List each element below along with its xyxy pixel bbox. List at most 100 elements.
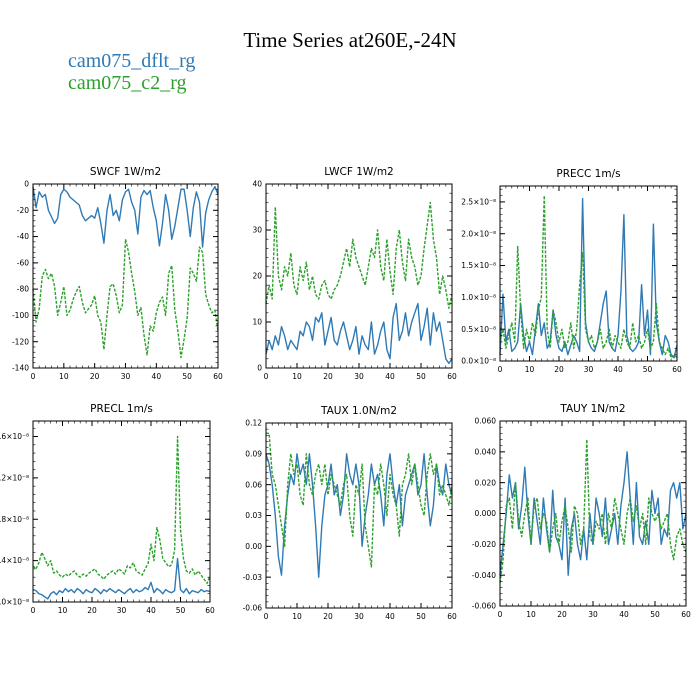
y-tick-label: 0.00 (245, 542, 262, 551)
x-tick-label: 60 (447, 372, 457, 381)
y-tick-label: -0.03 (243, 573, 263, 582)
chart-panel-6: TAUY 1N/m2 0 10 20 30 40 50 60 -0.060 -0.040 -0.02… (472, 403, 691, 619)
y-tick-label: -0.060 (472, 602, 496, 611)
plot-frame (265, 183, 453, 369)
x-tick-label: 30 (121, 372, 131, 381)
series-line-1 (265, 302, 453, 365)
y-tick-label: 1.6×10⁻⁸ (0, 432, 29, 441)
series-line-2 (32, 238, 219, 359)
x-tick-label: 20 (554, 365, 564, 374)
chart-title: Time Series at260E,-24N (243, 28, 457, 52)
y-tick-label: 0.03 (245, 511, 262, 520)
y-tick-label: 2.5×10⁻⁸ (461, 198, 496, 207)
plot-frame (265, 422, 453, 609)
panel-title: PRECL 1m/s (90, 403, 153, 415)
x-tick-label: 20 (90, 372, 100, 381)
y-tick-label: 0.8×10⁻⁸ (0, 515, 29, 524)
y-tick-label: 0.040 (475, 447, 497, 456)
x-tick-label: 30 (354, 372, 364, 381)
x-tick-label: 0 (264, 372, 269, 381)
legend-entry-series-1: cam075_dflt_rg (68, 50, 196, 72)
series-line-2 (265, 201, 453, 309)
series-line-2 (499, 194, 678, 359)
x-tick-label: 30 (354, 612, 364, 621)
y-tick-label: 0.09 (245, 449, 262, 458)
series-line-2 (32, 435, 211, 585)
series-line-2 (499, 438, 687, 583)
x-tick-label: 50 (182, 372, 192, 381)
x-tick-label: 0 (498, 365, 503, 374)
x-tick-label: 10 (525, 365, 535, 374)
panel-title: LWCF 1W/m2 (324, 166, 394, 178)
x-tick-label: 30 (117, 606, 127, 615)
x-tick-label: 40 (385, 612, 395, 621)
x-tick-label: 10 (292, 372, 302, 381)
y-tick-label: -40 (17, 232, 29, 241)
x-tick-label: 30 (584, 365, 594, 374)
y-tick-label: 0 (24, 180, 29, 189)
x-tick-label: 0 (264, 612, 269, 621)
x-tick-label: 40 (619, 610, 629, 619)
panel-title: TAUX 1.0N/m2 (320, 405, 397, 417)
y-tick-label: 1.0×10⁻⁸ (461, 293, 496, 302)
chart-panel-3: PRECC 1m/s 0 10 20 30 40 50 60 0.0×10⁻⁸ 0.5×10⁻⁸ 1… (461, 168, 682, 374)
x-tick-label: 50 (176, 606, 186, 615)
x-tick-label: 40 (146, 606, 156, 615)
x-tick-label: 60 (205, 606, 215, 615)
y-tick-label: 0.4×10⁻⁸ (0, 556, 29, 565)
y-tick-label: 0.5×10⁻⁸ (461, 325, 496, 334)
series-line-2 (266, 432, 453, 568)
y-tick-label: 10 (252, 318, 262, 327)
y-tick-label: -120 (12, 337, 29, 346)
x-tick-label: 0 (498, 610, 503, 619)
y-tick-label: 0.000 (475, 509, 497, 518)
x-tick-label: 50 (416, 372, 426, 381)
panel-title: TAUY 1N/m2 (559, 403, 625, 415)
x-tick-label: 10 (59, 372, 69, 381)
y-tick-label: -140 (12, 364, 29, 373)
series-line-1 (32, 557, 211, 600)
chart-panel-2: LWCF 1W/m2 0 10 20 30 40 50 60 0 10 20 30 40 (252, 166, 457, 381)
y-tick-label: -0.040 (472, 571, 496, 580)
x-tick-label: 50 (650, 610, 660, 619)
y-tick-label: 0.12 (245, 419, 262, 428)
y-tick-label: -20 (17, 206, 29, 215)
x-tick-label: 50 (416, 612, 426, 621)
y-tick-label: -60 (17, 258, 29, 267)
y-tick-label: 1.2×10⁻⁸ (0, 473, 29, 482)
y-tick-label: -100 (12, 311, 29, 320)
x-tick-label: 40 (613, 365, 623, 374)
y-tick-label: 0.06 (245, 480, 262, 489)
x-tick-label: 60 (672, 365, 682, 374)
x-tick-label: 60 (213, 372, 223, 381)
y-tick-label: -0.020 (472, 540, 496, 549)
x-tick-label: 50 (643, 365, 653, 374)
y-tick-label: 20 (252, 272, 262, 281)
chart-panel-4: PRECL 1m/s 0 10 20 30 40 50 60 0.0×10⁻⁸ 0.4×10⁻⁸ 0… (0, 403, 215, 615)
x-tick-label: 60 (681, 610, 691, 619)
panel-title: PRECC 1m/s (556, 168, 620, 180)
x-tick-label: 40 (385, 372, 395, 381)
series-line-1 (32, 185, 219, 248)
y-tick-label: 0.0×10⁻⁸ (461, 357, 496, 366)
x-tick-label: 40 (152, 372, 162, 381)
x-tick-label: 20 (323, 372, 333, 381)
y-tick-label: 0 (257, 364, 262, 373)
x-tick-label: 10 (292, 612, 302, 621)
chart-panel-5: TAUX 1.0N/m2 0 10 20 30 40 50 60 -0.06 -0.03 0.00 0… (243, 405, 457, 621)
chart-panel-1: SWCF 1W/m2 0 10 20 30 40 50 60 0 -20 -40 -60 -80 -100… (12, 166, 223, 381)
panel-title: SWCF 1W/m2 (90, 166, 161, 178)
y-tick-label: 0.0×10⁻⁸ (0, 598, 29, 607)
y-tick-label: 40 (252, 180, 262, 189)
y-tick-label: 0.020 (475, 478, 497, 487)
y-tick-label: 2.0×10⁻⁸ (461, 229, 496, 238)
x-tick-label: 60 (447, 612, 457, 621)
x-tick-label: 10 (58, 606, 68, 615)
x-tick-label: 20 (87, 606, 97, 615)
x-tick-label: 0 (31, 372, 36, 381)
series-line-1 (265, 453, 453, 578)
y-tick-label: 30 (252, 226, 262, 235)
y-tick-label: 0.060 (475, 417, 497, 426)
x-tick-label: 30 (588, 610, 598, 619)
